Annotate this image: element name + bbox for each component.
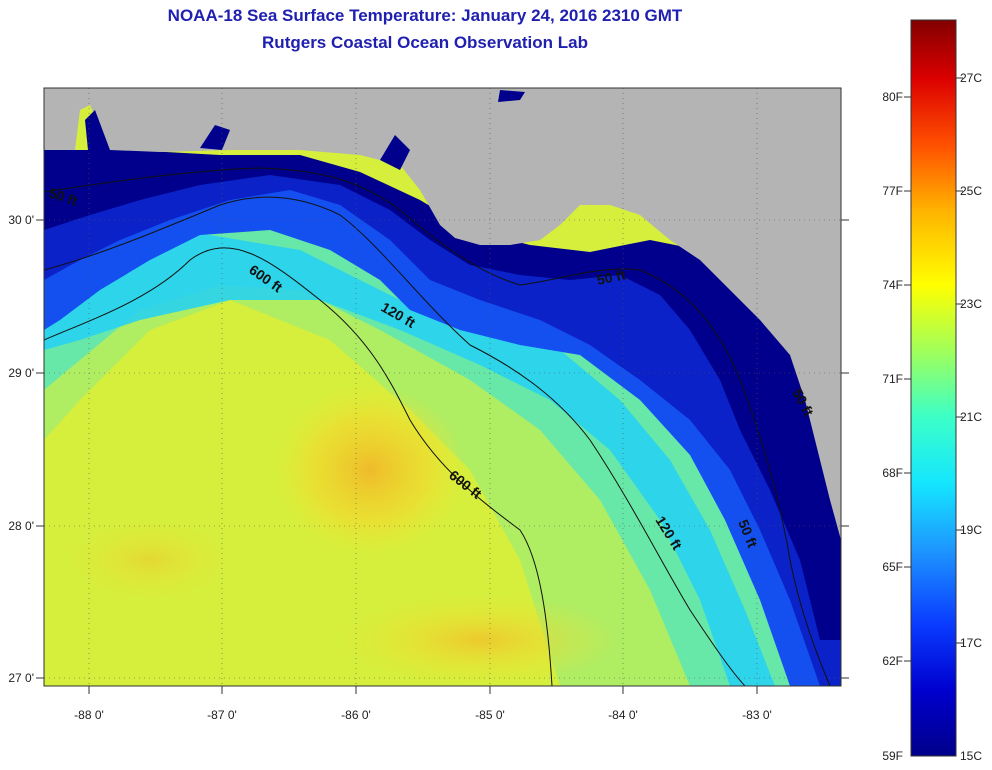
land xyxy=(44,88,841,540)
colorbar-f-label: 77F xyxy=(882,184,903,198)
map-title: NOAA-18 Sea Surface Temperature: January… xyxy=(167,6,683,25)
colorbar-c-label: 15C xyxy=(960,749,982,763)
lon-label: -88 0' xyxy=(74,708,104,722)
colorbar-c-label: 27C xyxy=(960,71,982,85)
colorbar xyxy=(910,19,957,757)
colorbar-f-label: 74F xyxy=(882,278,903,292)
colorbar-f-label: 68F xyxy=(882,466,903,480)
colorbar-f-label: 62F xyxy=(882,654,903,668)
colorbar-f-label: 80F xyxy=(882,90,903,104)
colorbar-f-label: 59F xyxy=(882,749,903,763)
lon-label: -86 0' xyxy=(341,708,371,722)
lat-label: 30 0' xyxy=(8,213,34,227)
colorbar-f-label: 71F xyxy=(882,372,903,386)
colorbar-c-label: 21C xyxy=(960,410,982,424)
colorbar-c-label: 17C xyxy=(960,636,982,650)
lon-label: -85 0' xyxy=(475,708,505,722)
lon-label: -84 0' xyxy=(608,708,638,722)
map-subtitle: Rutgers Coastal Ocean Observation Lab xyxy=(262,33,588,52)
lon-label: -83 0' xyxy=(742,708,772,722)
map-frame xyxy=(43,87,842,687)
lon-label: -87 0' xyxy=(207,708,237,722)
lat-label: 29 0' xyxy=(8,366,34,380)
lat-label: 27 0' xyxy=(8,671,34,685)
colorbar-f-label: 65F xyxy=(882,560,903,574)
lat-label: 28 0' xyxy=(8,519,34,533)
contour-label-50ft-bigbend: 50 ft xyxy=(595,266,627,288)
warm-core xyxy=(275,385,465,555)
colorbar-c-label: 25C xyxy=(960,184,982,198)
colorbar-c-label: 23C xyxy=(960,297,982,311)
colorbar-c-label: 19C xyxy=(960,523,982,537)
